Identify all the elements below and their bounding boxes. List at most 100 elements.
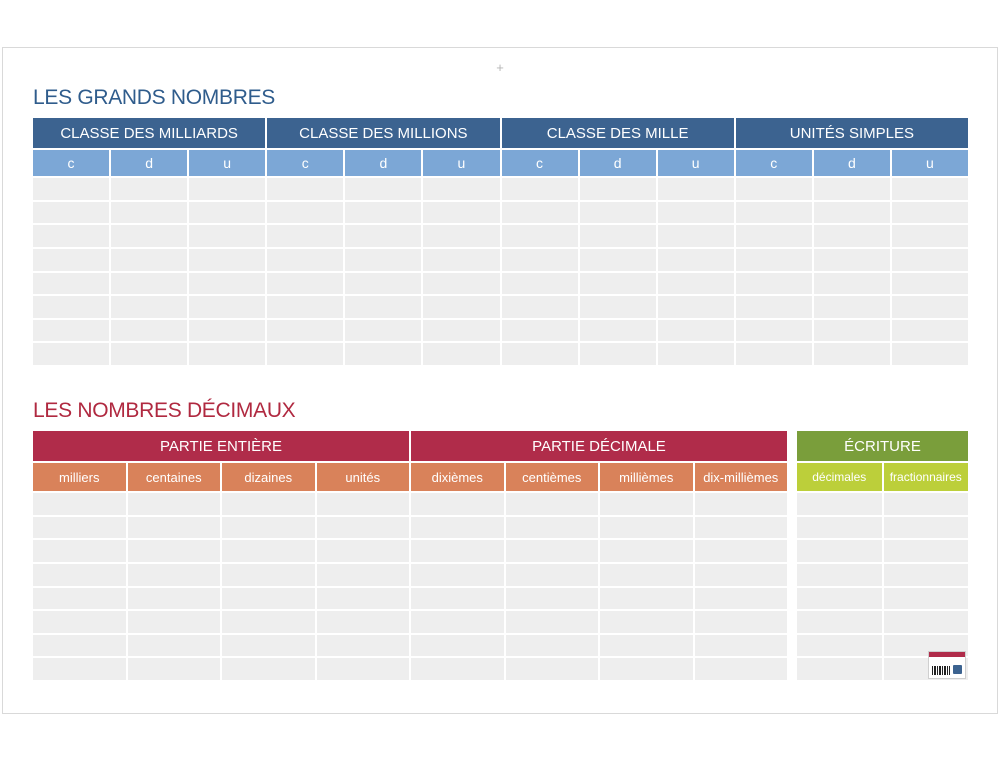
empty-cell[interactable] xyxy=(735,225,812,247)
empty-cell[interactable] xyxy=(891,319,968,342)
empty-cell[interactable] xyxy=(600,493,693,515)
empty-cell[interactable] xyxy=(267,296,344,318)
empty-cell[interactable] xyxy=(579,296,656,318)
empty-cell[interactable] xyxy=(111,201,188,224)
empty-cell[interactable] xyxy=(127,658,220,680)
empty-cell[interactable] xyxy=(694,493,787,515)
empty-cell[interactable] xyxy=(735,248,812,271)
empty-cell[interactable] xyxy=(127,516,220,539)
empty-cell[interactable] xyxy=(411,634,504,657)
empty-cell[interactable] xyxy=(411,563,504,586)
empty-cell[interactable] xyxy=(423,319,500,342)
empty-cell[interactable] xyxy=(222,493,315,515)
empty-cell[interactable] xyxy=(600,540,693,562)
empty-cell[interactable] xyxy=(267,178,344,200)
empty-cell[interactable] xyxy=(657,201,734,224)
empty-cell[interactable] xyxy=(316,563,409,586)
empty-cell[interactable] xyxy=(813,343,890,365)
empty-cell[interactable] xyxy=(891,248,968,271)
empty-cell[interactable] xyxy=(501,343,578,365)
empty-cell[interactable] xyxy=(423,296,500,318)
empty-cell[interactable] xyxy=(579,272,656,295)
empty-cell[interactable] xyxy=(345,248,422,271)
empty-cell[interactable] xyxy=(345,296,422,318)
empty-cell[interactable] xyxy=(505,540,598,562)
empty-cell[interactable] xyxy=(222,611,315,633)
empty-cell[interactable] xyxy=(735,319,812,342)
empty-cell[interactable] xyxy=(189,296,266,318)
empty-cell[interactable] xyxy=(345,225,422,247)
empty-cell[interactable] xyxy=(883,516,968,539)
empty-cell[interactable] xyxy=(267,225,344,247)
empty-cell[interactable] xyxy=(127,634,220,657)
empty-cell[interactable] xyxy=(813,272,890,295)
empty-cell[interactable] xyxy=(579,201,656,224)
empty-cell[interactable] xyxy=(189,343,266,365)
empty-cell[interactable] xyxy=(33,248,110,271)
empty-cell[interactable] xyxy=(411,516,504,539)
empty-cell[interactable] xyxy=(797,540,882,562)
empty-cell[interactable] xyxy=(735,343,812,365)
empty-cell[interactable] xyxy=(267,343,344,365)
empty-cell[interactable] xyxy=(316,516,409,539)
empty-cell[interactable] xyxy=(345,178,422,200)
empty-cell[interactable] xyxy=(501,319,578,342)
empty-cell[interactable] xyxy=(735,272,812,295)
empty-cell[interactable] xyxy=(127,611,220,633)
empty-cell[interactable] xyxy=(345,272,422,295)
empty-cell[interactable] xyxy=(657,296,734,318)
empty-cell[interactable] xyxy=(111,272,188,295)
empty-cell[interactable] xyxy=(423,178,500,200)
empty-cell[interactable] xyxy=(657,178,734,200)
empty-cell[interactable] xyxy=(111,343,188,365)
empty-cell[interactable] xyxy=(505,493,598,515)
empty-cell[interactable] xyxy=(735,178,812,200)
empty-cell[interactable] xyxy=(33,634,126,657)
empty-cell[interactable] xyxy=(345,343,422,365)
empty-cell[interactable] xyxy=(316,540,409,562)
empty-cell[interactable] xyxy=(411,611,504,633)
empty-cell[interactable] xyxy=(883,611,968,633)
empty-cell[interactable] xyxy=(891,296,968,318)
empty-cell[interactable] xyxy=(501,272,578,295)
empty-cell[interactable] xyxy=(813,201,890,224)
empty-cell[interactable] xyxy=(883,540,968,562)
empty-cell[interactable] xyxy=(33,587,126,610)
empty-cell[interactable] xyxy=(127,493,220,515)
empty-cell[interactable] xyxy=(222,587,315,610)
empty-cell[interactable] xyxy=(267,201,344,224)
empty-cell[interactable] xyxy=(423,272,500,295)
empty-cell[interactable] xyxy=(600,658,693,680)
empty-cell[interactable] xyxy=(657,248,734,271)
empty-cell[interactable] xyxy=(411,493,504,515)
empty-cell[interactable] xyxy=(111,319,188,342)
empty-cell[interactable] xyxy=(813,319,890,342)
empty-cell[interactable] xyxy=(111,248,188,271)
empty-cell[interactable] xyxy=(579,319,656,342)
empty-cell[interactable] xyxy=(33,493,126,515)
empty-cell[interactable] xyxy=(694,634,787,657)
empty-cell[interactable] xyxy=(127,540,220,562)
empty-cell[interactable] xyxy=(222,540,315,562)
empty-cell[interactable] xyxy=(501,225,578,247)
empty-cell[interactable] xyxy=(33,272,110,295)
empty-cell[interactable] xyxy=(423,225,500,247)
empty-cell[interactable] xyxy=(267,248,344,271)
empty-cell[interactable] xyxy=(813,178,890,200)
empty-cell[interactable] xyxy=(797,658,882,680)
empty-cell[interactable] xyxy=(127,563,220,586)
empty-cell[interactable] xyxy=(189,319,266,342)
empty-cell[interactable] xyxy=(883,563,968,586)
empty-cell[interactable] xyxy=(33,611,126,633)
empty-cell[interactable] xyxy=(891,201,968,224)
empty-cell[interactable] xyxy=(222,563,315,586)
empty-cell[interactable] xyxy=(600,634,693,657)
empty-cell[interactable] xyxy=(505,587,598,610)
empty-cell[interactable] xyxy=(505,563,598,586)
empty-cell[interactable] xyxy=(579,225,656,247)
empty-cell[interactable] xyxy=(189,272,266,295)
empty-cell[interactable] xyxy=(33,516,126,539)
empty-cell[interactable] xyxy=(111,178,188,200)
empty-cell[interactable] xyxy=(883,634,968,657)
empty-cell[interactable] xyxy=(797,587,882,610)
